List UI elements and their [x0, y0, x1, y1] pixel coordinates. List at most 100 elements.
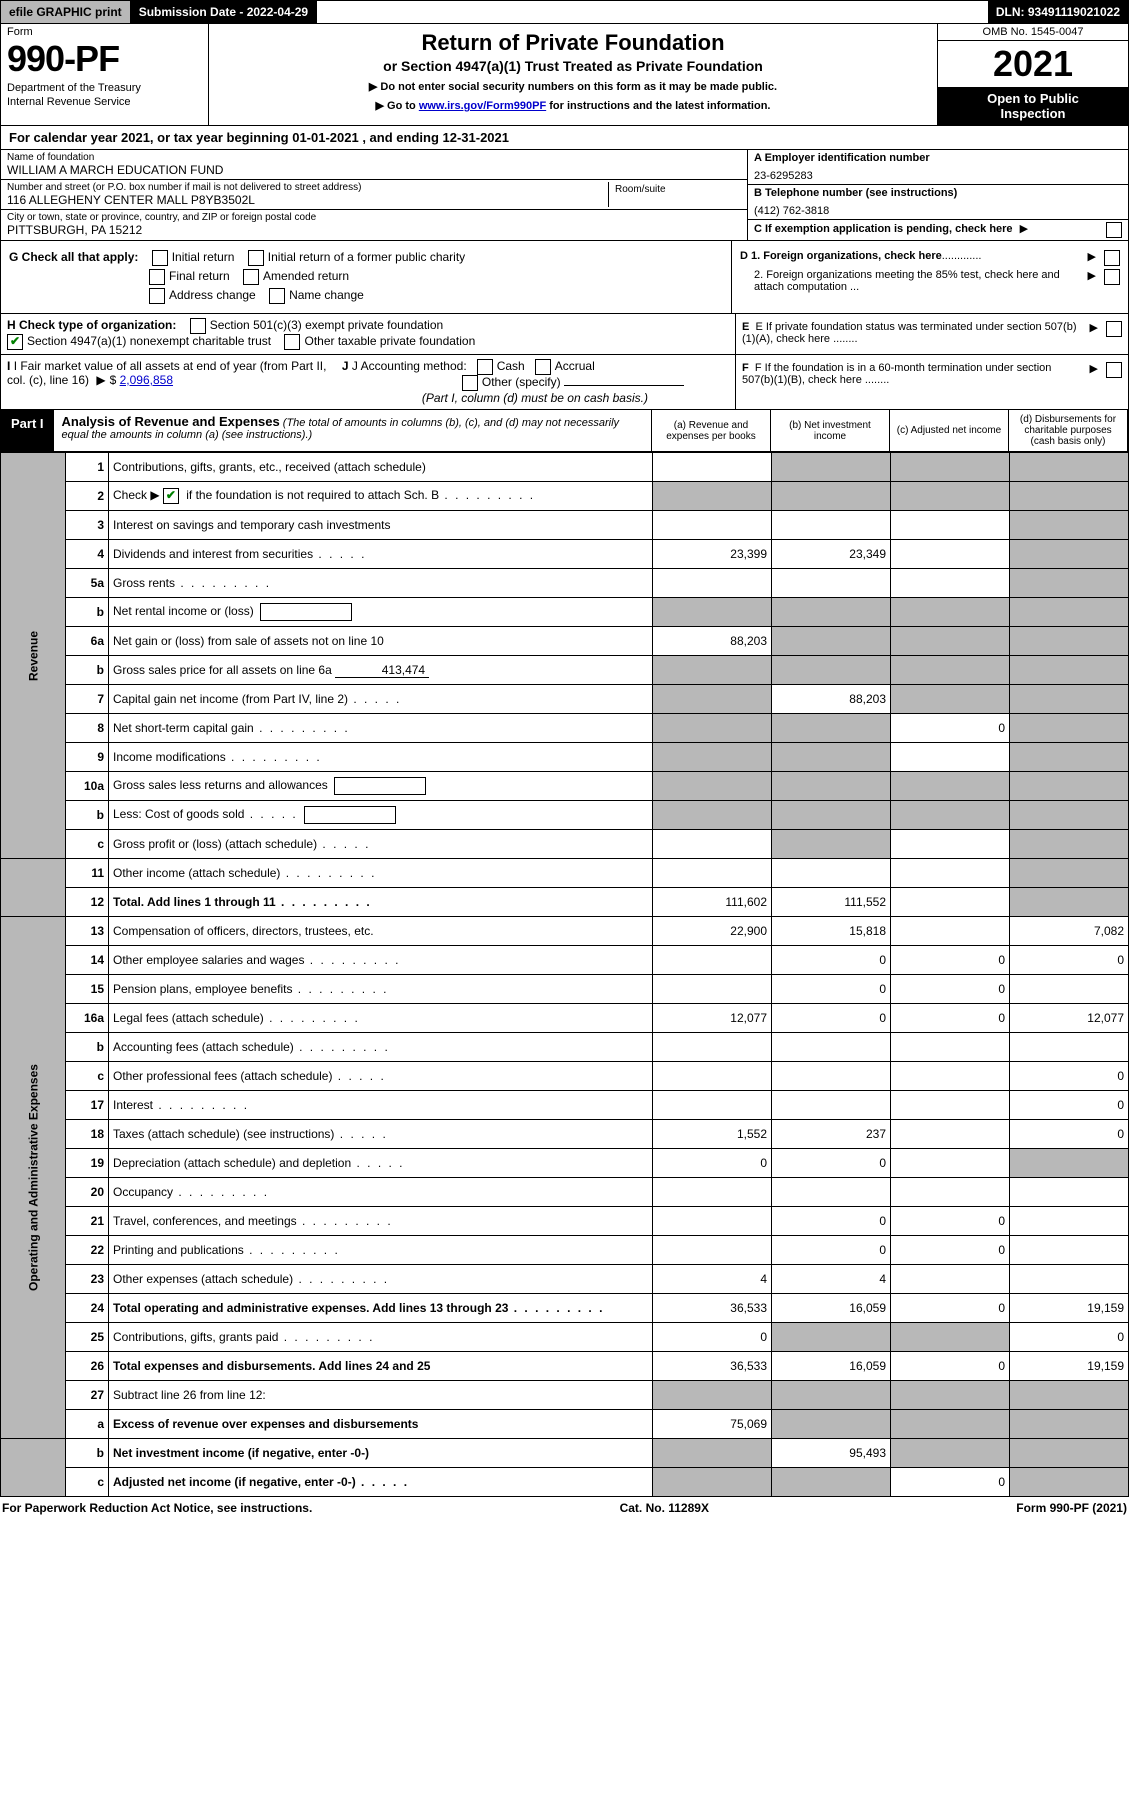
expenses-side-label: Operating and Administrative Expenses	[1, 917, 66, 1439]
e-section: E E If private foundation status was ter…	[736, 314, 1128, 354]
topbar-spacer	[317, 1, 988, 23]
cell-b	[772, 453, 891, 482]
j-note: (Part I, column (d) must be on cash basi…	[342, 391, 648, 405]
row-5b: b Net rental income or (loss)	[1, 598, 1129, 627]
foundation-name: WILLIAM A MARCH EDUCATION FUND	[7, 163, 741, 177]
d2-checkbox[interactable]	[1104, 269, 1120, 285]
arrow-icon: ▶	[1088, 269, 1096, 282]
page-footer: For Paperwork Reduction Act Notice, see …	[0, 1497, 1129, 1519]
row-20: 20 Occupancy	[1, 1178, 1129, 1207]
name-row: Name of foundation WILLIAM A MARCH EDUCA…	[1, 150, 747, 180]
cell-a	[653, 453, 772, 482]
arrow-icon: ▶	[1020, 222, 1028, 235]
row-14: 14 Other employee salaries and wages 0 0…	[1, 946, 1129, 975]
h3-checkbox[interactable]	[284, 334, 300, 350]
ein-label: A Employer identification number	[754, 152, 1122, 164]
row-6b: b Gross sales price for all assets on li…	[1, 656, 1129, 685]
foundation-addr: 116 ALLEGHENY CENTER MALL P8YB3502L	[7, 193, 608, 207]
g-initial-former: Initial return of a former public charit…	[268, 250, 465, 264]
g-initial-checkbox[interactable]	[152, 250, 168, 266]
j-label: J Accounting method:	[352, 359, 467, 373]
g-name: Name change	[289, 288, 364, 302]
f-section: F F If the foundation is in a 60-month t…	[736, 355, 1128, 409]
row-5a: 5a Gross rents	[1, 569, 1129, 598]
arrow-icon: ▶	[1090, 362, 1098, 375]
row-7: 7 Capital gain net income (from Part IV,…	[1, 685, 1129, 714]
row-27c: c Adjusted net income (if negative, ente…	[1, 1468, 1129, 1497]
d1-label: D 1. Foreign organizations, check here	[740, 250, 942, 262]
row-1: Revenue 1 Contributions, gifts, grants, …	[1, 453, 1129, 482]
d-section: D 1. Foreign organizations, check here..…	[732, 241, 1128, 313]
h-label: H Check type of organization:	[7, 318, 176, 332]
row-26: 26 Total expenses and disbursements. Add…	[1, 1352, 1129, 1381]
row-19: 19 Depreciation (attach schedule) and de…	[1, 1149, 1129, 1178]
row-25: 25 Contributions, gifts, grants paid 0 0	[1, 1323, 1129, 1352]
c-checkbox[interactable]	[1106, 222, 1122, 238]
g-initial: Initial return	[172, 250, 235, 264]
g-final-checkbox[interactable]	[149, 269, 165, 285]
city-row: City or town, state or province, country…	[1, 210, 747, 239]
f-checkbox[interactable]	[1106, 362, 1122, 378]
schb-checkbox[interactable]: ✔	[163, 488, 179, 504]
info-right: A Employer identification number 23-6295…	[747, 150, 1128, 240]
col-b-header: (b) Net investment income	[771, 410, 890, 451]
row-23: 23 Other expenses (attach schedule) 4 4	[1, 1265, 1129, 1294]
j-accrual-checkbox[interactable]	[535, 359, 551, 375]
ij-row: I I Fair market value of all assets at e…	[0, 355, 1129, 410]
tax-year: 2021	[938, 41, 1128, 87]
form-number: 990-PF	[7, 38, 202, 80]
ein-cell: A Employer identification number 23-6295…	[748, 150, 1128, 185]
arrow-icon: ▶	[96, 373, 105, 387]
row-24: 24 Total operating and administrative ex…	[1, 1294, 1129, 1323]
row-10b: b Less: Cost of goods sold	[1, 801, 1129, 830]
g-address: Address change	[169, 288, 256, 302]
h2-checkbox[interactable]: ✔	[7, 334, 23, 350]
g-section: G Check all that apply: Initial return I…	[1, 241, 732, 313]
h1-checkbox[interactable]	[190, 318, 206, 334]
row-12: 12 Total. Add lines 1 through 11 111,602…	[1, 888, 1129, 917]
h-section: H Check type of organization: Section 50…	[1, 314, 736, 354]
row-16c: c Other professional fees (attach schedu…	[1, 1062, 1129, 1091]
row-27: 27 Subtract line 26 from line 12:	[1, 1381, 1129, 1410]
info-left: Name of foundation WILLIAM A MARCH EDUCA…	[1, 150, 747, 240]
d2-label: 2. Foreign organizations meeting the 85%…	[740, 269, 1084, 293]
j-cash-checkbox[interactable]	[477, 359, 493, 375]
form-header: Form 990-PF Department of the Treasury I…	[0, 24, 1129, 126]
e-checkbox[interactable]	[1106, 321, 1122, 337]
line-no: 1	[66, 453, 109, 482]
col-a-header: (a) Revenue and expenses per books	[652, 410, 771, 451]
note2-pre: ▶ Go to	[376, 100, 419, 112]
arrow-icon: ▶	[1090, 321, 1098, 334]
submission-date: Submission Date - 2022-04-29	[131, 1, 317, 23]
row-10a: 10a Gross sales less returns and allowan…	[1, 772, 1129, 801]
row-21: 21 Travel, conferences, and meetings 0 0	[1, 1207, 1129, 1236]
efile-label: efile GRAPHIC print	[1, 1, 131, 23]
fmv-value[interactable]: 2,096,858	[120, 373, 173, 387]
phone-cell: B Telephone number (see instructions) (4…	[748, 185, 1128, 220]
header-left: Form 990-PF Department of the Treasury I…	[1, 24, 209, 125]
g-initial-former-checkbox[interactable]	[248, 250, 264, 266]
form-note2: ▶ Go to www.irs.gov/Form990PF for instru…	[217, 99, 929, 112]
revenue-side-label: Revenue	[1, 453, 66, 859]
addr-label: Number and street (or P.O. box number if…	[7, 182, 608, 193]
g-address-checkbox[interactable]	[149, 288, 165, 304]
g-amended-checkbox[interactable]	[243, 269, 259, 285]
f-label: F If the foundation is in a 60-month ter…	[742, 362, 1051, 386]
d1-checkbox[interactable]	[1104, 250, 1120, 266]
form990pf-link[interactable]: www.irs.gov/Form990PF	[419, 100, 546, 112]
row-27b: b Net investment income (if negative, en…	[1, 1439, 1129, 1468]
cell-c	[891, 453, 1010, 482]
h1-text: Section 501(c)(3) exempt private foundat…	[210, 318, 443, 332]
g-name-checkbox[interactable]	[269, 288, 285, 304]
header-mid: Return of Private Foundation or Section …	[209, 24, 937, 125]
form-note1: ▶ Do not enter social security numbers o…	[217, 80, 929, 93]
open-line1: Open to Public	[940, 91, 1126, 106]
addr-row: Number and street (or P.O. box number if…	[1, 180, 747, 210]
city-label: City or town, state or province, country…	[7, 212, 741, 223]
e-label: E If private foundation status was termi…	[742, 321, 1076, 345]
row-27a: a Excess of revenue over expenses and di…	[1, 1410, 1129, 1439]
row-15: 15 Pension plans, employee benefits 0 0	[1, 975, 1129, 1004]
cell-d	[1010, 453, 1129, 482]
room-suite: Room/suite	[608, 182, 741, 207]
j-other-checkbox[interactable]	[462, 375, 478, 391]
